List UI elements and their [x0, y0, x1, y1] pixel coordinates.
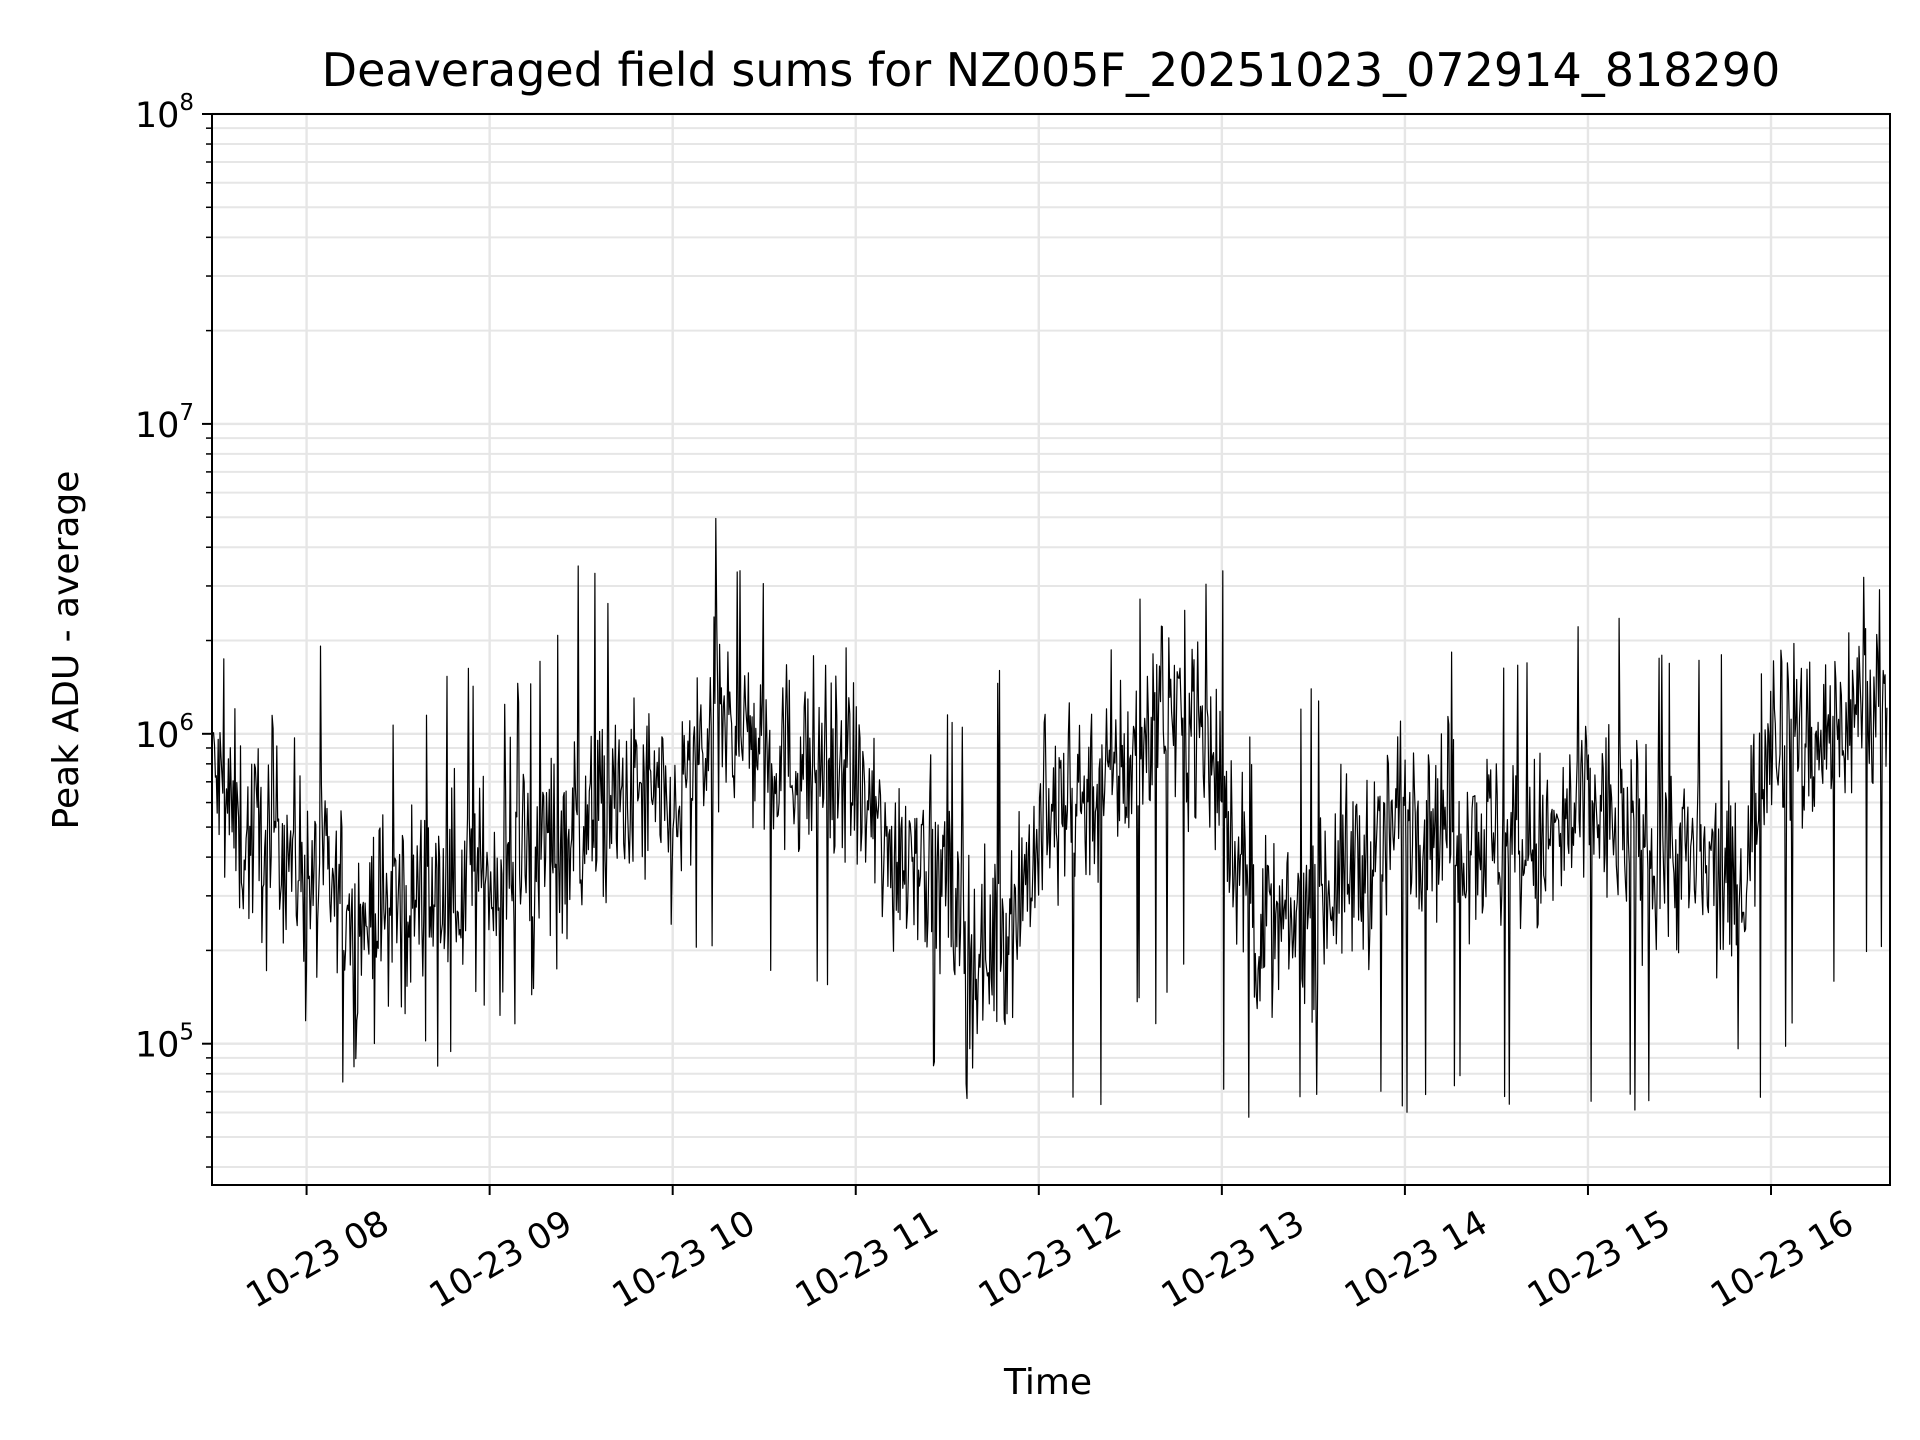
- y-tick-label: 108: [135, 90, 194, 136]
- y-tick-base: 10: [135, 406, 180, 446]
- plot-frame: [211, 113, 1891, 1186]
- y-tick-label: 105: [135, 1020, 194, 1066]
- chart-title: Deaveraged field sums for NZ005F_2025102…: [322, 43, 1781, 97]
- series-line: [212, 517, 1888, 1118]
- x-axis-label: Time: [1003, 1362, 1092, 1403]
- y-tick-exponent: 7: [179, 400, 194, 426]
- y-tick-exponent: 5: [179, 1020, 194, 1046]
- y-tick-label: 107: [135, 400, 194, 446]
- y-tick-exponent: 8: [179, 90, 194, 116]
- y-tick-label: 106: [135, 710, 194, 756]
- y-tick-base: 10: [135, 96, 180, 136]
- y-axis-label: Peak ADU - average: [46, 471, 87, 830]
- y-tick-exponent: 6: [179, 710, 194, 736]
- data-series: [212, 517, 1888, 1118]
- y-tick-base: 10: [135, 1026, 180, 1066]
- y-tick-base: 10: [135, 716, 180, 756]
